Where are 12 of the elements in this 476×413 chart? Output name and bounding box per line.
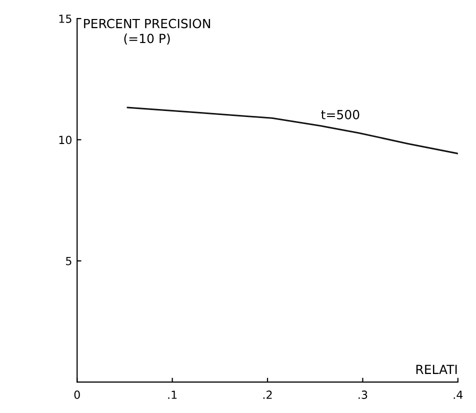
x-tick-label: .3 [358,390,368,399]
x-axis-title: RELATI [416,364,457,374]
y-tick-label: 10 [59,136,72,144]
y-tick-label: 5 [66,257,72,266]
annotation: t=500 [321,110,360,120]
x-tick-label: .1 [168,390,177,399]
x-tick-label: 0 [74,390,80,399]
y-axis-title: PERCENT PRECISION (=10 P) [84,18,210,45]
x-tick-label: .2 [263,390,272,399]
line-series [126,106,458,154]
x-tick-label: .4 [454,390,463,399]
y-tick-label: 15 [59,14,72,23]
